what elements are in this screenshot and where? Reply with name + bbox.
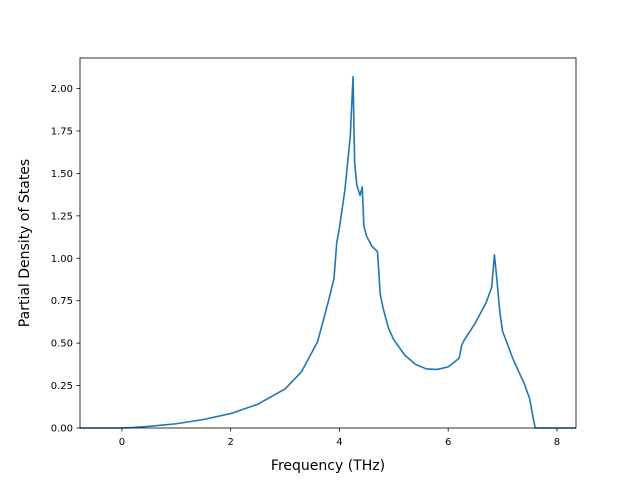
y-axis-label: Partial Density of States (17, 159, 33, 327)
y-tick-label: 1.00 (51, 254, 73, 265)
y-tick-label: 1.50 (51, 169, 73, 180)
plot-background (80, 58, 576, 428)
y-axis-ticks: 0.00 0.25 0.50 0.75 1.00 1.25 1.50 1.75 2.00 (51, 84, 80, 435)
y-tick-label: 2.00 (51, 84, 73, 95)
series-line (80, 75, 576, 429)
y-tick-label: 1.75 (51, 126, 73, 137)
x-tick-label: 4 (336, 437, 342, 448)
x-axis-label: Frequency (THz) (271, 458, 385, 474)
y-tick-label: 0.00 (51, 424, 73, 435)
y-tick-label: 0.25 (51, 381, 73, 392)
plot-frame (79, 57, 577, 429)
y-tick-label: 0.50 (51, 339, 73, 350)
x-tick-label: 0 (119, 437, 125, 448)
x-tick-label: 2 (227, 437, 233, 448)
y-tick-label: 0.75 (51, 296, 73, 307)
x-tick-label: 6 (445, 437, 451, 448)
y-tick-label: 1.25 (51, 211, 73, 222)
x-axis-ticks: 0 2 4 6 8 (119, 428, 560, 448)
x-tick-label: 8 (554, 437, 560, 448)
